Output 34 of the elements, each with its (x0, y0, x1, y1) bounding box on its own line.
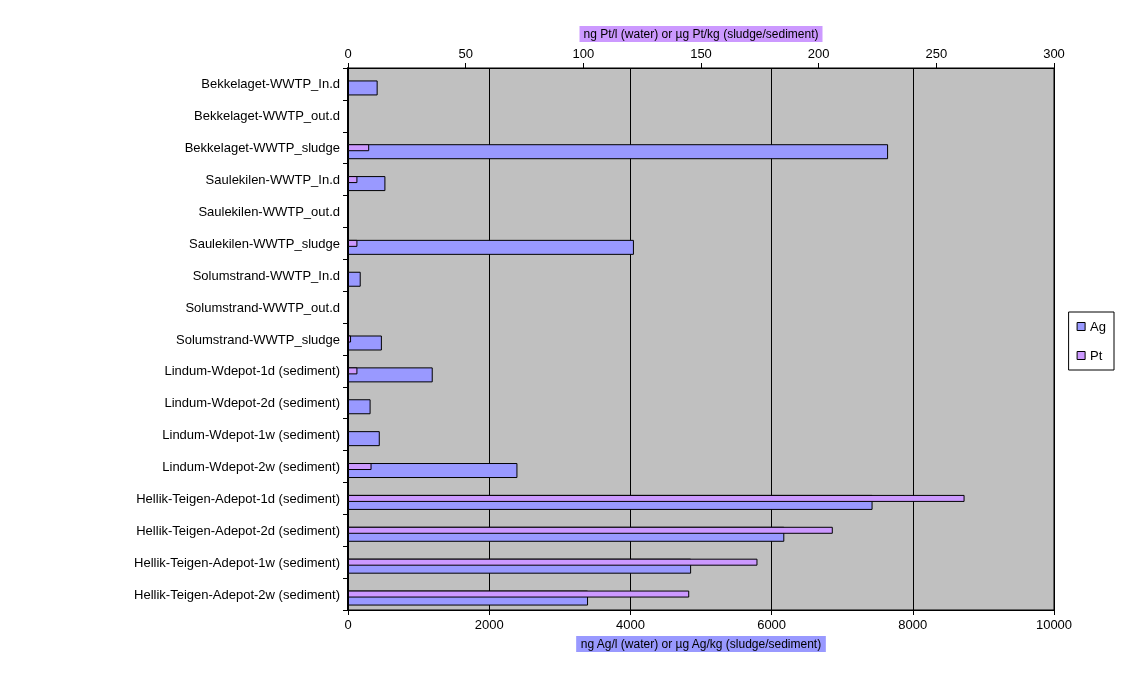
x-tick-label: 2000 (474, 617, 504, 632)
y-tick-label: Hellik-Teigen-Adepot-1d (sediment) (136, 490, 340, 506)
legend-label: Pt (1090, 348, 1103, 363)
y-tick-label: Lindum-Wdepot-2d (sediment) (164, 395, 340, 411)
y-tick-label: Bekkelaget-WWTP_sludge (184, 140, 340, 156)
y-tick-label: Lindum-Wdepot-2w (sediment) (162, 459, 340, 475)
x-tick-label: 6000 (757, 617, 787, 632)
y-tick-label: Lindum-Wdepot-1d (sediment) (164, 363, 340, 379)
y-tick-label: Solumstrand-WWTP_out.d (185, 299, 340, 315)
x2-tick-label: 200 (807, 46, 830, 61)
y-tick-label: Saulekilen-WWTP_In.d (205, 172, 340, 188)
y-tick-label: Lindum-Wdepot-1w (sediment) (162, 427, 340, 443)
legend-label: Ag (1090, 319, 1107, 334)
x2-tick-label: 50 (458, 46, 473, 61)
y-tick-label: Saulekilen-WWTP_out.d (198, 203, 340, 219)
y-tick-label: Hellik-Teigen-Adepot-2w (sediment) (134, 586, 340, 602)
y-tick-label: Bekkelaget-WWTP_In.d (201, 76, 340, 92)
x2-tick-label: 150 (690, 46, 712, 61)
y-tick-label: Hellik-Teigen-Adepot-1w (sediment) (134, 554, 340, 570)
x-tick-label: 8000 (898, 617, 928, 632)
x2-tick-label: 250 (925, 46, 948, 61)
x2-tick-label: 0 (344, 46, 352, 61)
y-tick-label: Hellik-Teigen-Adepot-2d (sediment) (136, 522, 340, 538)
x2-tick-label: 100 (572, 46, 595, 61)
x-tick-label: 0 (344, 617, 352, 632)
x-tick-label: 4000 (615, 617, 645, 632)
x2-axis-title: ng Pt/l (water) or µg Pt/kg (sludge/sediment) (583, 27, 819, 41)
x2-tick-label: 300 (1043, 46, 1065, 61)
y-tick-label: Saulekilen-WWTP_sludge (188, 235, 340, 251)
y-tick-label: Solumstrand-WWTP_In.d (192, 267, 340, 283)
x-tick-label: 10000 (1035, 617, 1073, 632)
x-axis-title: ng Ag/l (water) or µg Ag/kg (sludge/sediment) (580, 637, 822, 651)
y-tick-label: Bekkelaget-WWTP_out.d (194, 108, 340, 124)
y-tick-label: Solumstrand-WWTP_sludge (176, 331, 340, 347)
